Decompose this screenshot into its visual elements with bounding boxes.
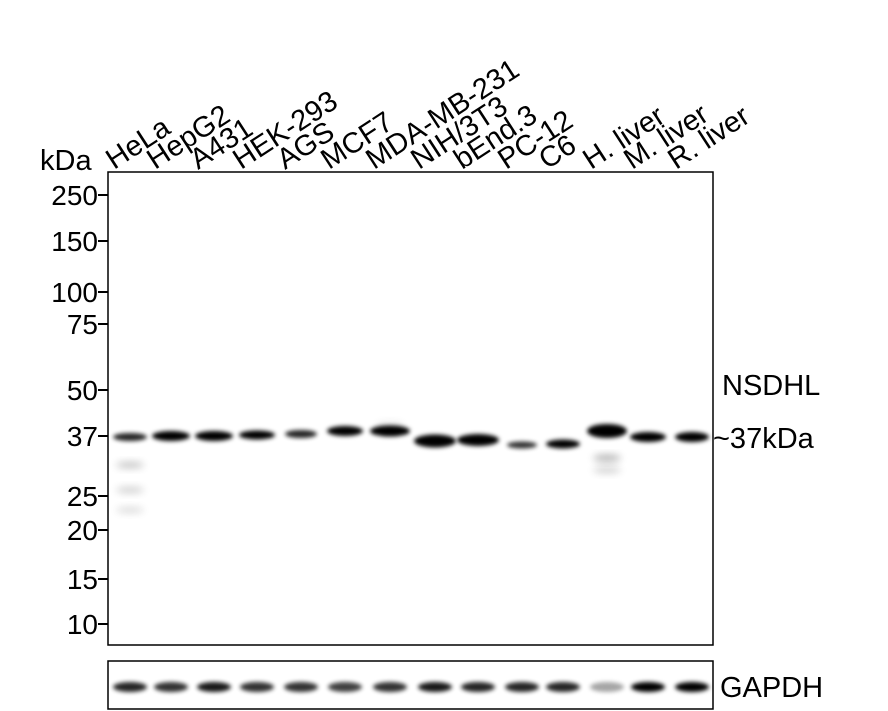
band [507, 441, 537, 449]
band [113, 433, 147, 441]
gapdh-band [546, 682, 580, 692]
marker-label: 100 [51, 277, 98, 308]
band [587, 424, 627, 438]
gapdh-band [197, 682, 231, 692]
marker-label: 25 [67, 481, 98, 512]
gapdh-band [675, 682, 709, 692]
marker-label: 75 [67, 309, 98, 340]
gapdh-band [590, 682, 624, 692]
gapdh-band [328, 682, 362, 692]
faint-band [593, 455, 621, 461]
band [546, 439, 580, 449]
loading-control: GAPDH [720, 672, 823, 704]
band [370, 425, 410, 437]
band [630, 432, 666, 442]
faint-band [116, 487, 144, 493]
faint-band [116, 462, 144, 468]
gapdh-band [113, 682, 147, 692]
band [675, 432, 709, 442]
marker-label: 20 [67, 515, 98, 546]
faint-band [593, 467, 621, 473]
marker-label: 15 [67, 564, 98, 595]
gapdh-band [461, 682, 495, 692]
marker-label: 50 [67, 375, 98, 406]
band [285, 430, 317, 438]
marker-label: 37 [67, 421, 98, 452]
band [457, 434, 499, 446]
band [239, 430, 275, 440]
band [414, 434, 456, 448]
marker-label: 250 [51, 180, 98, 211]
gapdh-band [154, 682, 188, 692]
faint-band [376, 422, 404, 428]
unit-label: kDa [40, 145, 92, 177]
gapdh-band [240, 682, 274, 692]
gapdh-band [505, 682, 539, 692]
gapdh-band [631, 682, 665, 692]
band [327, 426, 363, 436]
band [152, 431, 190, 441]
marker-label: 150 [51, 226, 98, 257]
faint-band [116, 507, 144, 513]
target-size: ~37kDa [713, 423, 815, 455]
band [195, 431, 233, 441]
bands [113, 422, 709, 692]
gapdh-band [373, 682, 407, 692]
marker-label: 10 [67, 609, 98, 640]
gapdh-band [418, 682, 452, 692]
target-name: NSDHL [722, 370, 820, 402]
main-membrane [107, 171, 714, 646]
gapdh-band [284, 682, 318, 692]
